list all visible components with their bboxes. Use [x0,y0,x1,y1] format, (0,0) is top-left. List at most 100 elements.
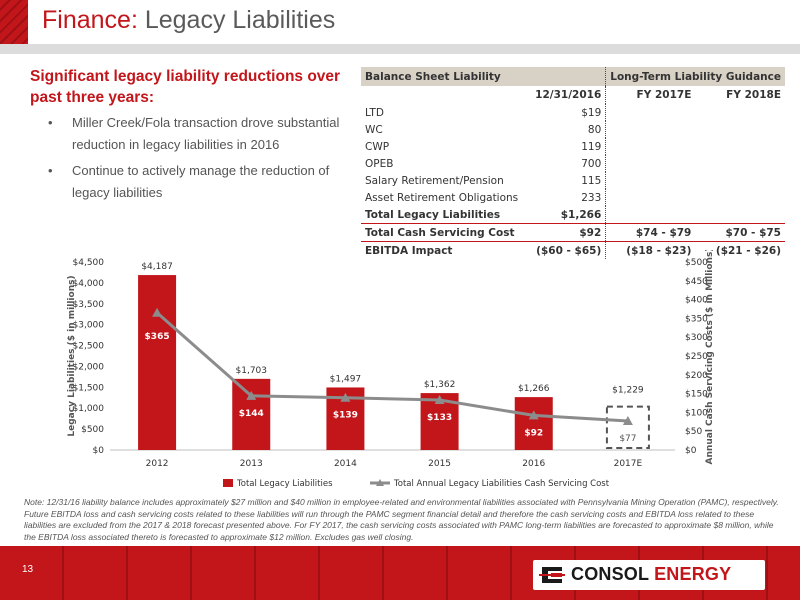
y-tick-label: $3,000 [73,321,105,331]
table-row-total-cash: Total Cash Servicing Cost $92 $74 - $79 … [361,223,785,242]
cell-value: ($18 - $23) [605,241,696,259]
column-header: FY 2018E [726,89,781,101]
line-value-label: $144 [239,409,264,419]
y2-tick-label: $100 [685,408,708,418]
y2-tick-label: $0 [685,446,697,456]
row-label: LTD [365,106,384,119]
bar-value-label: $1,266 [518,384,550,394]
slide-header: Finance: Legacy Liabilities [0,0,800,44]
row-label: Total Cash Servicing Cost [361,223,525,242]
y2-tick-label: $300 [685,333,708,343]
y2-tick-label: $200 [685,371,708,381]
bullet-list: Miller Creek/Fola transaction drove subs… [40,112,340,208]
footnote: Note: 12/31/16 liability balance include… [24,497,779,542]
row-label: OPEB [365,157,394,170]
y-tick-label: $4,000 [73,279,105,289]
cell-value [695,138,785,155]
x-tick-label: 2012 [146,459,169,469]
y2-tick-label: $400 [685,296,708,306]
company-logo: CONSOL ENERGY [533,560,765,590]
legend-label: Total Legacy Liabilities [236,479,333,489]
column-header: 12/31/2016 [524,86,607,104]
logo-wordmark: CONSOL ENERGY [571,564,731,585]
bullet-item: Continue to actively manage the reductio… [40,160,340,204]
cell-value [606,155,696,172]
cell-value [606,172,696,189]
row-label: WC [365,123,383,136]
y2-tick-label: $350 [685,314,708,324]
cell-value [695,155,785,172]
cell-value [606,121,696,138]
cell-value [606,189,696,206]
table-header-row: Balance Sheet Liability Long-Term Liabil… [361,67,785,86]
table-row-ebitda: EBITDA Impact ($60 - $65) ($18 - $23) ($… [361,241,785,259]
logo-text-consol: CONSOL [571,564,649,584]
y2-tick-label: $500 [685,258,708,268]
title-accent: Finance: [42,6,138,34]
y-tick-label: $3,500 [73,300,105,310]
y-tick-label: $2,500 [73,342,105,352]
cell-value: ($60 - $65) [524,241,607,259]
row-label: EBITDA Impact [361,241,525,259]
bar-value-label: $1,362 [424,380,456,390]
line-value-label: $77 [619,434,636,444]
header-balance-sheet: Balance Sheet Liability [361,67,607,86]
y-tick-label: $0 [93,446,105,456]
y-axis-title: Legacy Liabilities ($ in millions) [67,275,77,436]
consol-logo-icon [539,565,565,585]
table-column-row: 12/31/2016 FY 2017E FY 2018E [361,86,785,104]
cell-value [695,206,785,224]
title-rest: Legacy Liabilities [144,6,336,34]
slide-footer: 13 CONSOL ENERGY [0,546,800,600]
table-row: Asset Retirement Obligations 233 [361,189,785,206]
cell-value [606,206,696,224]
cash-servicing-line [156,311,629,423]
bar-2012 [138,275,177,450]
table-row: LTD $19 [361,104,785,121]
cell-value [695,121,785,138]
line-point-marker [622,416,633,426]
cell-value [695,104,785,121]
line-value-label: $139 [333,411,358,421]
page-number: 13 [22,564,34,575]
legend-swatch-bar [223,479,233,487]
page-title: Finance: Legacy Liabilities [42,6,335,35]
line-value-label: $133 [427,413,452,423]
line-value-label: $365 [145,332,170,342]
header-guidance: Long-Term Liability Guidance [605,67,785,86]
header-hatch-decoration [0,0,28,44]
cell-value: $92 [524,223,607,242]
table-row: Salary Retirement/Pension 115 [361,172,785,189]
line-point-marker [152,307,163,317]
y-tick-label: $500 [81,425,104,435]
y2-tick-label: $150 [685,390,708,400]
legacy-liabilities-chart: $0 $500 $1,000 $1,500 $2,000 $2,500 $3,000 $3,5… [67,250,715,489]
table-row: WC 80 [361,121,785,138]
line-point-marker [340,392,351,402]
row-label: CWP [365,140,390,153]
y2-axis-title: Annual Cash Servicing Costs ($ in Millio… [705,250,715,464]
cell-value [695,172,785,189]
row-label: Total Legacy Liabilities [365,208,501,221]
cell-value [695,189,785,206]
y-tick-label: $1,000 [73,404,105,414]
bar-value-label: $1,703 [236,366,268,376]
cell-value: 700 [524,155,607,172]
line-point-marker [528,410,539,420]
x-tick-label: 2014 [334,459,357,469]
row-label: Salary Retirement/Pension [365,174,504,187]
cell-value: 119 [524,138,607,155]
line-point-marker [434,394,445,404]
table-row: OPEB 700 [361,155,785,172]
logo-text-energy: ENERGY [654,564,732,584]
cell-value: ($21 - $26) [695,241,785,259]
y-tick-label: $1,500 [73,383,105,393]
cell-value [606,104,696,121]
legend-marker [376,479,384,486]
bar-2016 [514,397,553,450]
cell-value: $19 [524,104,607,121]
bar-value-label: $1,229 [612,386,644,396]
cell-value: $74 - $79 [605,223,696,242]
x-tick-label: 2016 [522,459,545,469]
bullet-item: Miller Creek/Fola transaction drove subs… [40,112,340,156]
